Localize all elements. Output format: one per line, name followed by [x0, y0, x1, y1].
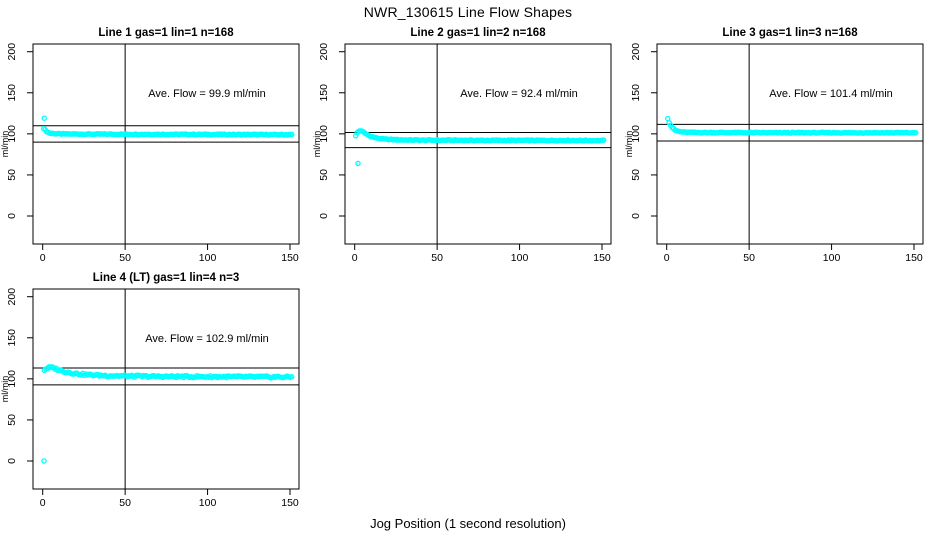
x-tick-label: 0: [352, 252, 358, 264]
y-tick-label: 0: [6, 213, 18, 219]
figure-x-axis-label: Jog Position (1 second resolution): [370, 516, 566, 531]
y-tick-label: 200: [6, 288, 18, 306]
panel-line2: Line 2 gas=1 lin=2 n=168 0 50 100 150 0 50 100 1…: [312, 27, 612, 264]
y-tick-label: 200: [6, 43, 18, 61]
figure-title: NWR_130615 Line Flow Shapes: [363, 4, 573, 20]
panel-line4: Line 4 (LT) gas=1 lin=4 n=3 0 50 100 150 0 50 1…: [0, 272, 300, 509]
data-point: [288, 374, 295, 380]
y-tick-label: 150: [630, 84, 642, 102]
outlier-point: [41, 458, 47, 464]
y-tick-label: 100: [6, 125, 18, 143]
x-tick-label: 100: [199, 497, 217, 509]
y-tick-label: 150: [6, 84, 18, 102]
outlier-point: [41, 115, 48, 121]
panel-title: Line 1 gas=1 lin=1 n=168: [98, 27, 234, 39]
y-tick-label: 50: [6, 169, 18, 181]
x-tick-label: 150: [905, 252, 923, 264]
y-tick-label: 0: [318, 213, 330, 219]
panel-title: Line 4 (LT) gas=1 lin=4 n=3: [93, 272, 239, 284]
data-point: [912, 130, 919, 136]
x-tick-label: 100: [199, 252, 217, 264]
x-tick-label: 50: [431, 252, 443, 264]
y-tick-label: 200: [318, 43, 330, 61]
plot-border: [32, 288, 300, 490]
x-tick-label: 150: [593, 252, 611, 264]
plot-border: [32, 43, 300, 245]
plot-border: [344, 43, 612, 245]
y-tick-label: 0: [630, 213, 642, 219]
data-point: [600, 137, 607, 143]
y-tick-label: 0: [6, 458, 18, 464]
y-tick-label: 100: [6, 370, 18, 388]
y-axis-label: ml/min: [312, 131, 322, 158]
y-tick-label: 50: [318, 169, 330, 181]
x-tick-label: 50: [119, 497, 131, 509]
panel-line3: Line 3 gas=1 lin=3 n=168 0 50 100 150 0 50 100 1…: [624, 27, 924, 264]
x-tick-label: 150: [281, 497, 299, 509]
plot-border: [656, 43, 924, 245]
ave-flow-annotation: Ave. Flow = 102.9 ml/min: [145, 333, 269, 345]
y-axis-label: ml/min: [0, 131, 10, 158]
y-tick-label: 150: [318, 84, 330, 102]
outlier-point: [355, 160, 361, 167]
y-tick-label: 200: [630, 43, 642, 61]
x-tick-label: 0: [664, 252, 670, 264]
x-tick-label: 0: [40, 252, 46, 264]
data-point: [288, 131, 295, 138]
y-axis-label: ml/min: [624, 131, 634, 158]
panel-title: Line 2 gas=1 lin=2 n=168: [410, 27, 546, 39]
panel-title: Line 3 gas=1 lin=3 n=168: [722, 27, 858, 39]
y-tick-label: 50: [6, 414, 18, 426]
ave-flow-annotation: Ave. Flow = 92.4 ml/min: [460, 88, 577, 100]
ave-flow-annotation: Ave. Flow = 101.4 ml/min: [769, 88, 893, 100]
y-tick-label: 100: [630, 125, 642, 143]
x-tick-label: 50: [743, 252, 755, 264]
x-tick-label: 50: [119, 252, 131, 264]
panel-line1: Line 1 gas=1 lin=1 n=168 0 50 100 150 0 50 100 1…: [0, 27, 300, 264]
x-tick-label: 150: [281, 252, 299, 264]
y-axis-label: ml/min: [0, 376, 10, 403]
x-tick-label: 0: [40, 497, 46, 509]
y-tick-label: 100: [318, 125, 330, 143]
x-tick-label: 100: [823, 252, 841, 264]
x-tick-label: 100: [511, 252, 529, 264]
ave-flow-annotation: Ave. Flow = 99.9 ml/min: [148, 88, 265, 100]
y-tick-label: 50: [630, 169, 642, 181]
y-tick-label: 150: [6, 329, 18, 347]
